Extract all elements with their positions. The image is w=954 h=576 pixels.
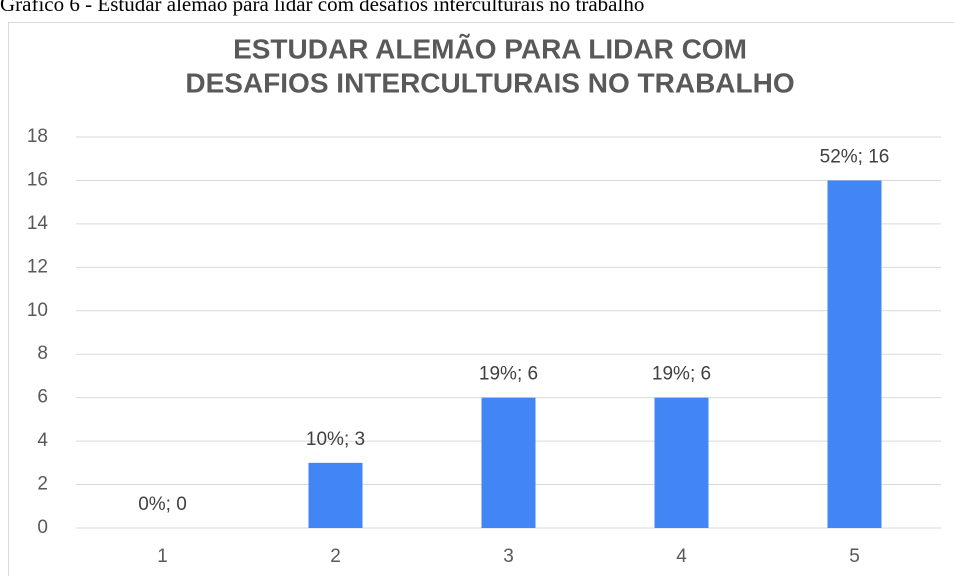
bar: [654, 397, 709, 528]
y-tick-label: 6: [37, 387, 48, 408]
x-tick-label: 2: [330, 546, 341, 567]
y-tick-label: 0: [37, 517, 48, 538]
bar: [827, 180, 882, 528]
y-tick-label: 2: [37, 474, 48, 495]
y-tick-label: 10: [27, 300, 48, 321]
data-label: 19%; 6: [479, 364, 538, 385]
y-tick-label: 16: [27, 169, 48, 190]
y-tick-label: 4: [37, 430, 48, 451]
y-tick-label: 12: [27, 256, 48, 277]
chart-border: [8, 22, 954, 576]
data-label: 0%; 0: [138, 494, 187, 515]
chart-title: ESTUDAR ALEMÃO PARA LIDAR COM: [233, 33, 747, 64]
x-tick-label: 5: [849, 546, 860, 567]
data-label: 52%; 16: [820, 146, 890, 167]
data-label: 19%; 6: [652, 364, 711, 385]
y-tick-label: 8: [37, 343, 48, 364]
chart-title: DESAFIOS INTERCULTURAIS NO TRABALHO: [185, 67, 794, 98]
caption: Gráfico 6 - Estudar alemão para lidar co…: [0, 0, 645, 16]
data-label: 10%; 3: [306, 429, 365, 450]
x-tick-label: 3: [503, 546, 514, 567]
y-tick-label: 18: [27, 126, 48, 147]
bar: [308, 462, 363, 528]
x-tick-label: 1: [157, 546, 168, 567]
x-tick-label: 4: [676, 546, 687, 567]
y-tick-label: 14: [27, 213, 49, 234]
bar: [481, 397, 536, 528]
